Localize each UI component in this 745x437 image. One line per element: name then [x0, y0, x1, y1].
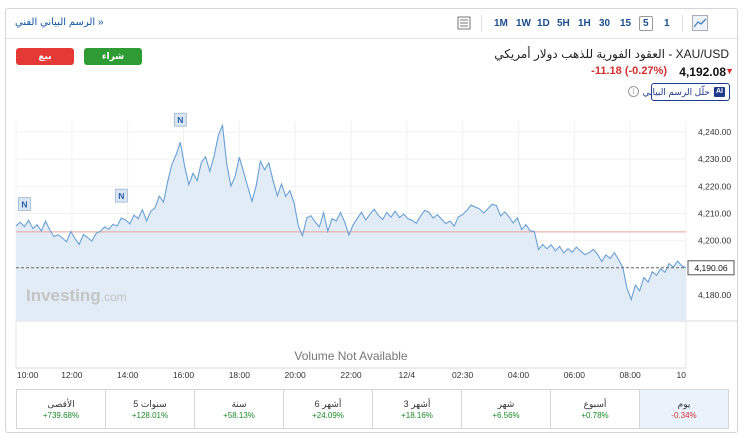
performance-value: +58.13%: [223, 411, 255, 420]
performance-cell[interactable]: 3 أشهر +18.16%: [373, 390, 462, 428]
timeframe-1W[interactable]: 1W: [516, 18, 531, 29]
news-marker-label: N: [118, 191, 124, 201]
timeframe-1[interactable]: 1: [664, 18, 670, 29]
x-tick-label: 22:00: [340, 370, 362, 380]
x-axis-ticks: 10:00 12:00 14:00 16:00 18:00 20:00 22:00 12/4 0…: [17, 370, 686, 380]
current-price-tag: 4,190.06: [687, 260, 735, 276]
y-tick-label: 4,220.00: [698, 181, 731, 191]
chart-widget: الرسم البياني الفني » 1M 1W 1D 5H 1H 30 …: [5, 8, 738, 433]
ai-icon: AI: [714, 87, 725, 97]
news-marker-box: [18, 197, 31, 211]
x-tick-label: 14:00: [117, 370, 139, 380]
price-change-value: -11.18: [591, 65, 622, 77]
performance-label: 6 أشهر: [314, 399, 342, 409]
performance-cell[interactable]: شهر +6.56%: [462, 390, 551, 428]
performance-label: 3 أشهر: [403, 399, 431, 409]
performance-value: +128.01%: [131, 411, 169, 420]
investing-watermark: Investing.com: [26, 286, 127, 305]
x-tick-label: 04:00: [508, 370, 530, 380]
performance-value: +739.68%: [42, 411, 80, 420]
volume-not-available: Volume Not Available: [294, 349, 408, 363]
performance-cell[interactable]: يوم -0.34%: [640, 390, 728, 428]
performance-label: يوم: [677, 399, 691, 409]
news-marker-box: [114, 188, 128, 203]
ai-analyze-chart-button[interactable]: AI حلّل الرسم البياني: [642, 83, 730, 101]
toolbar-divider: [481, 15, 482, 32]
performance-value: +24.09%: [312, 411, 344, 420]
timeframe-30[interactable]: 30: [599, 18, 611, 29]
x-tick-label: 10: [677, 370, 687, 380]
timeframe-5[interactable]: 5: [639, 16, 653, 31]
y-tick-label: 4,210.00: [698, 209, 731, 219]
performance-cell[interactable]: أسبوع +0.78%: [551, 390, 640, 428]
performance-label: سنة: [231, 399, 247, 409]
performance-value: -0.34%: [671, 411, 697, 420]
y-tick-label: 4,230.00: [698, 154, 731, 164]
timeframe-1H[interactable]: 1H: [578, 18, 591, 29]
timeframe-15[interactable]: 15: [620, 18, 632, 29]
performance-cell[interactable]: سنة +58.13%: [195, 390, 284, 428]
news-marker-label: N: [177, 115, 183, 125]
x-tick-label: 06:00: [564, 370, 586, 380]
timeframe-1D[interactable]: 1D: [537, 18, 550, 29]
buy-button[interactable]: شراء: [84, 48, 142, 65]
y-tick-label: 4,180.00: [698, 290, 731, 300]
candlestick-toggle-icon[interactable]: [456, 15, 472, 31]
last-price: 4,192.08: [679, 65, 726, 79]
performance-value: +0.78%: [581, 411, 609, 420]
price-down-arrow-icon: ▼: [725, 66, 734, 76]
x-tick-label: 10:00: [17, 370, 39, 380]
news-markers: N N N: [18, 112, 187, 211]
performance-cell[interactable]: 6 أشهر +24.09%: [284, 390, 373, 428]
timeframe-5H[interactable]: 5H: [557, 18, 570, 29]
price-line: [15, 123, 687, 302]
toolbar-divider: [682, 15, 683, 32]
chart-toolbar: الرسم البياني الفني » 1M 1W 1D 5H 1H 30 …: [6, 9, 737, 39]
current-price-box: [687, 260, 735, 276]
watermark-text: Investing: [26, 286, 101, 305]
performance-label: أسبوع: [583, 399, 607, 409]
news-marker[interactable]: N: [173, 112, 187, 127]
timeframe-1M[interactable]: 1M: [494, 18, 508, 29]
x-tick-label: 08:00: [620, 370, 642, 380]
price-change-percent: (-0.27%): [624, 65, 667, 77]
performance-bar: الأقصى +739.68% 5 سنوات +128.01% سنة +58.13% 6…: [16, 389, 729, 429]
performance-value: +18.16%: [401, 411, 433, 420]
instrument-title: XAU/USD - العقود الفورية للذهب دولار أمر…: [494, 47, 729, 61]
current-price-label: 4,190.06: [694, 263, 727, 273]
price-area-fill: [16, 125, 686, 322]
price-change: -11.18 (-0.27%): [591, 65, 667, 77]
x-tick-label: 20:00: [285, 370, 307, 380]
performance-value: +6.56%: [492, 411, 520, 420]
price-chart[interactable]: Investing.com Volume Not Available 4,180…: [6, 106, 737, 381]
y-tick-label: 4,200.00: [698, 236, 731, 246]
sell-button[interactable]: بيع: [16, 48, 74, 65]
technical-chart-link[interactable]: الرسم البياني الفني »: [15, 17, 104, 28]
x-tick-label: 12/4: [399, 370, 416, 380]
performance-cell[interactable]: 5 سنوات +128.01%: [106, 390, 195, 428]
ai-analyze-label: حلّل الرسم البياني: [642, 87, 710, 97]
x-tick-label: 02:30: [452, 370, 474, 380]
performance-label: 5 سنوات: [133, 399, 167, 409]
performance-cell[interactable]: الأقصى +739.68%: [17, 390, 106, 428]
x-tick-label: 16:00: [173, 370, 195, 380]
news-marker[interactable]: N: [114, 188, 128, 203]
series-layer: [15, 123, 687, 322]
y-tick-label: 4,240.00: [698, 127, 731, 137]
x-tick-label: 18:00: [229, 370, 251, 380]
news-marker-label: N: [21, 200, 27, 210]
watermark-suffix: .com: [101, 290, 127, 304]
performance-label: الأقصى: [47, 399, 75, 409]
info-icon[interactable]: i: [628, 86, 639, 97]
performance-label: شهر: [497, 399, 515, 409]
chart-type-icon[interactable]: [692, 15, 708, 31]
news-marker[interactable]: N: [18, 197, 31, 211]
x-tick-label: 12:00: [61, 370, 83, 380]
news-marker-box: [173, 112, 187, 127]
